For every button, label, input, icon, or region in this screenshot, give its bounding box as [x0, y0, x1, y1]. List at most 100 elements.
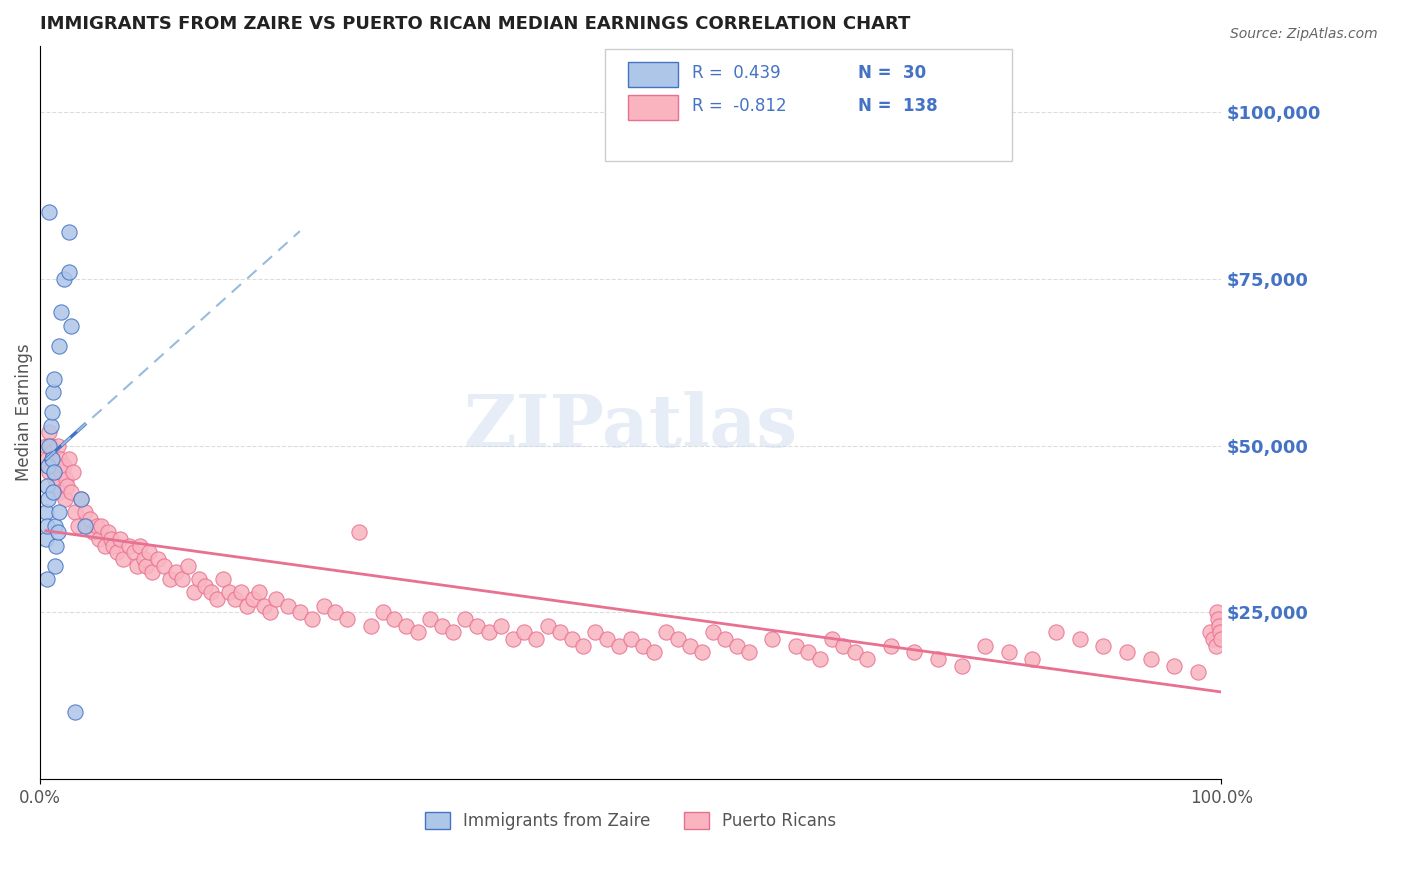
- Point: [1202, 632, 1225, 646]
- Point: [42, 452, 65, 467]
- Point: [58, 452, 80, 467]
- Point: [42, 485, 65, 500]
- Point: [129, 539, 152, 553]
- Point: [1116, 645, 1139, 659]
- Point: [1187, 665, 1209, 680]
- Point: [111, 552, 134, 566]
- Point: [66, 518, 89, 533]
- Point: [631, 639, 654, 653]
- Point: [141, 566, 163, 580]
- Point: [153, 558, 176, 573]
- Point: [37, 491, 59, 506]
- Point: [59, 485, 82, 500]
- Point: [347, 525, 370, 540]
- Point: [183, 585, 205, 599]
- Point: [38, 439, 60, 453]
- Point: [37, 458, 59, 473]
- Text: ZIPatlas: ZIPatlas: [464, 392, 797, 462]
- Text: Source: ZipAtlas.com: Source: ZipAtlas.com: [1230, 27, 1378, 41]
- Point: [1139, 652, 1161, 666]
- Point: [70, 491, 93, 506]
- Point: [65, 505, 87, 519]
- Point: [44, 472, 66, 486]
- Point: [666, 632, 689, 646]
- Point: [903, 645, 925, 659]
- Point: [56, 478, 79, 492]
- Point: [224, 591, 246, 606]
- Point: [384, 612, 406, 626]
- Point: [419, 612, 441, 626]
- Point: [548, 625, 571, 640]
- Point: [59, 318, 82, 333]
- Point: [235, 599, 257, 613]
- Point: [725, 639, 748, 653]
- Point: [844, 645, 866, 659]
- Text: N =  30: N = 30: [858, 64, 925, 82]
- Text: IMMIGRANTS FROM ZAIRE VS PUERTO RICAN MEDIAN EARNINGS CORRELATION CHART: IMMIGRANTS FROM ZAIRE VS PUERTO RICAN ME…: [39, 15, 910, 33]
- Point: [42, 465, 65, 479]
- Point: [58, 225, 80, 239]
- Point: [336, 612, 359, 626]
- Point: [194, 579, 217, 593]
- Point: [124, 545, 146, 559]
- Point: [489, 618, 512, 632]
- Point: [70, 491, 93, 506]
- Point: [643, 645, 665, 659]
- Point: [42, 465, 65, 479]
- Point: [165, 566, 187, 580]
- Point: [371, 605, 394, 619]
- Point: [1069, 632, 1091, 646]
- Point: [785, 639, 807, 653]
- Point: [41, 405, 63, 419]
- Point: [856, 652, 879, 666]
- Point: [561, 632, 583, 646]
- Point: [49, 452, 72, 467]
- Point: [41, 452, 63, 467]
- Point: [690, 645, 713, 659]
- Point: [38, 425, 60, 440]
- Point: [323, 605, 346, 619]
- Point: [48, 485, 70, 500]
- Point: [146, 552, 169, 566]
- Point: [247, 585, 270, 599]
- Point: [583, 625, 606, 640]
- Text: N =  138: N = 138: [858, 97, 938, 115]
- Point: [48, 338, 70, 352]
- Point: [48, 505, 70, 519]
- Point: [65, 705, 87, 719]
- Point: [465, 618, 488, 632]
- Point: [52, 272, 75, 286]
- Point: [94, 539, 117, 553]
- Point: [39, 439, 62, 453]
- Point: [35, 439, 58, 453]
- Point: [86, 518, 108, 533]
- Point: [35, 452, 58, 467]
- Point: [1211, 632, 1233, 646]
- Point: [35, 505, 58, 519]
- Point: [103, 539, 125, 553]
- Point: [45, 539, 67, 553]
- Point: [1045, 625, 1067, 640]
- Point: [513, 625, 536, 640]
- Point: [879, 639, 901, 653]
- Point: [51, 465, 73, 479]
- Point: [1198, 625, 1220, 640]
- Point: [950, 658, 973, 673]
- Text: R =  -0.812: R = -0.812: [692, 97, 786, 115]
- Point: [259, 605, 281, 619]
- Point: [1092, 639, 1115, 653]
- Point: [607, 639, 630, 653]
- Point: [761, 632, 783, 646]
- Point: [1021, 652, 1043, 666]
- Point: [170, 572, 193, 586]
- Point: [212, 572, 235, 586]
- Point: [714, 632, 737, 646]
- Point: [117, 539, 139, 553]
- Point: [37, 458, 59, 473]
- Point: [1209, 625, 1232, 640]
- Point: [176, 558, 198, 573]
- Point: [1205, 605, 1227, 619]
- Point: [35, 572, 58, 586]
- Point: [218, 585, 240, 599]
- Point: [502, 632, 524, 646]
